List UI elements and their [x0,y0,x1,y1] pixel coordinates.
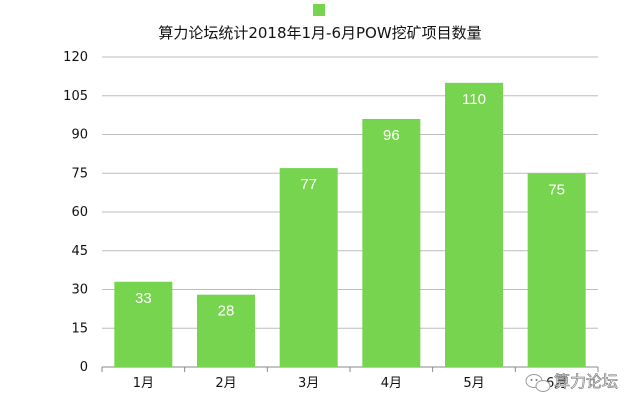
x-tick-label: 2月 [215,376,236,391]
gridlines [102,56,598,368]
y-axis: 0 15 30 45 60 75 90 105 120 [63,50,88,375]
x-tick-label: 5月 [463,376,484,391]
watermark-text: 算力论坛 [554,372,618,391]
chart-title: 算力论坛统计2018年1月-6月POW挖矿项目数量 [158,24,481,42]
bar [114,281,173,367]
watermark: 算力论坛 [525,372,618,392]
x-tick-label: 6月 [546,376,567,391]
x-tick-label: 1月 [133,376,154,391]
y-tick-label: 0 [80,360,88,375]
data-label: 96 [383,127,400,144]
data-label: 110 [462,91,486,108]
bar [362,119,421,367]
data-label: 75 [548,181,565,198]
y-tick-label: 60 [71,205,88,220]
bars: 33 28 77 96 110 75 [114,82,586,367]
y-tick-label: 90 [71,128,88,143]
x-tick-label: 4月 [381,376,402,391]
bar [197,294,255,367]
y-tick-label: 30 [71,283,88,298]
data-label: 33 [135,290,152,307]
y-tick-label: 15 [71,321,88,336]
x-axis: 1月 2月 3月 4月 5月 6月 [101,367,599,391]
y-tick-label: 75 [71,166,88,181]
y-tick-label: 105 [63,89,88,104]
legend [313,4,325,16]
bar [445,82,503,367]
data-label: 77 [300,176,317,193]
wechat-icon [525,374,551,392]
bar [279,168,338,367]
data-label: 28 [218,303,235,320]
y-tick-label: 45 [71,244,88,259]
x-tick-label: 3月 [298,376,319,391]
bar [527,173,586,367]
legend-swatch [313,4,325,16]
y-tick-label: 120 [63,50,88,65]
